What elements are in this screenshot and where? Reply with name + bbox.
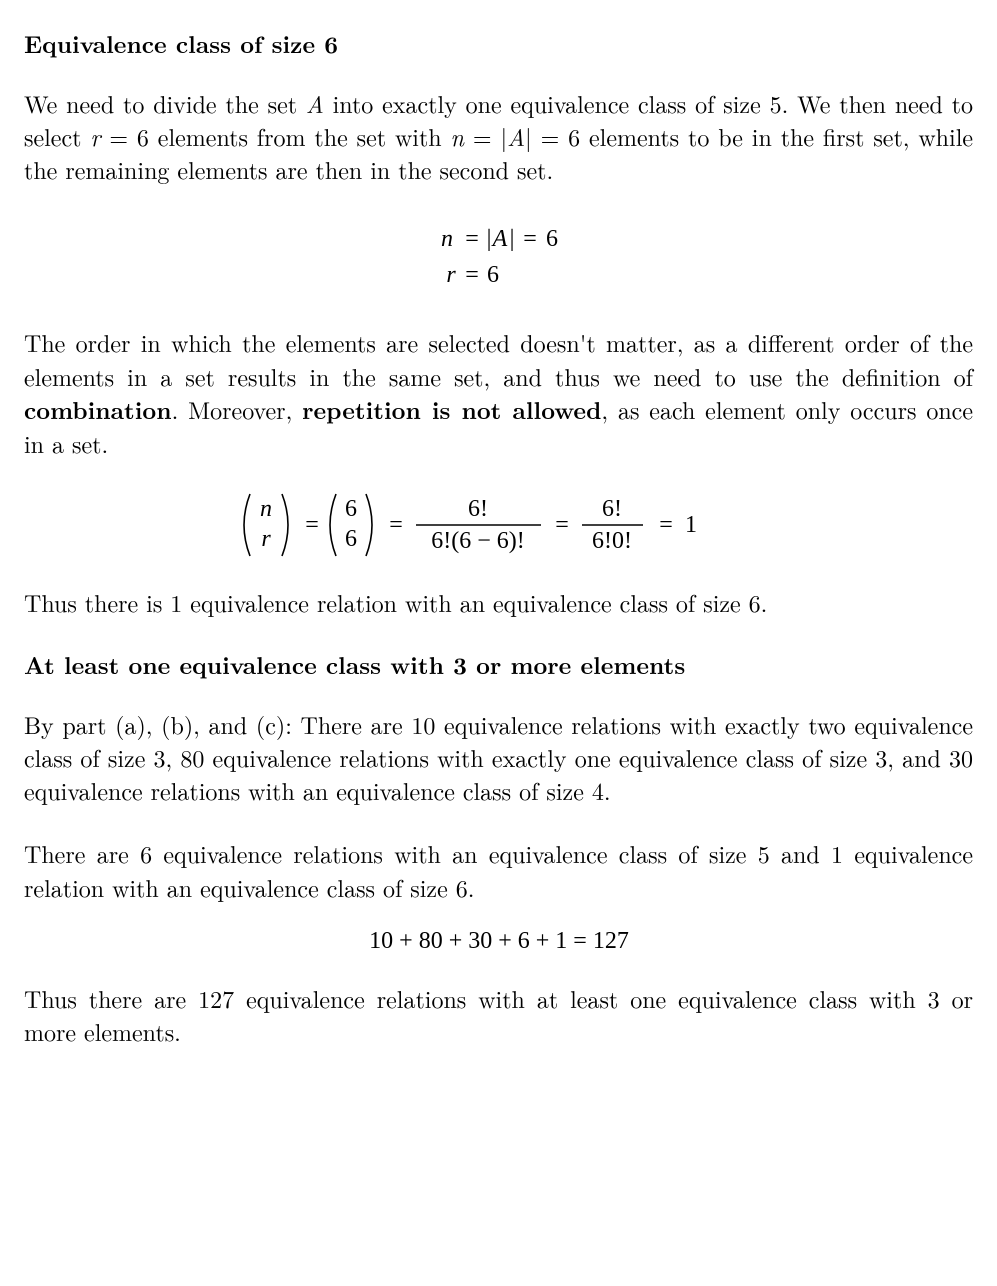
- lparen2: [330, 494, 336, 556]
- eq1-bar1: |: [486, 226, 491, 252]
- eq-r-rhs: = 6: [100, 119, 148, 153]
- section-heading-size6: Equivalence class of size 6: [24, 28, 973, 61]
- sum-block: 10 + 80 + 30 + 6 + 1 = 127: [24, 920, 973, 960]
- eq1-6b: 6: [487, 262, 499, 288]
- eq1-eq2: =: [523, 226, 537, 252]
- sum-svg: 10 + 80 + 30 + 6 + 1 = 127: [299, 920, 699, 960]
- section2-paragraph1: By part (a), (b), and (c): There are 10 …: [24, 708, 973, 807]
- binom-r: r: [261, 526, 271, 552]
- binom-6b: 6: [345, 526, 357, 552]
- var-A: A: [306, 86, 324, 120]
- p2-combination: combination: [24, 393, 172, 427]
- eq1-bar2: |: [509, 226, 514, 252]
- eq-n-rhs: | = 6: [525, 119, 580, 153]
- eq1-block: n = | A | = 6 r = 6: [24, 216, 973, 304]
- section2-paragraph3: Thus there are 127 equivalence relations…: [24, 982, 973, 1048]
- eq-n-lhs: n: [451, 119, 465, 153]
- binom-block: n r = 6 6 = 6! 6!(6 − 6)! = 6! 6!0! = 1: [24, 486, 973, 564]
- frac1-top: 6!: [468, 496, 488, 522]
- eq1-eq3: =: [465, 262, 479, 288]
- eq1-eq1: =: [465, 226, 479, 252]
- eq1-r: r: [446, 262, 456, 288]
- binom-result: 1: [685, 512, 697, 538]
- section1-paragraph1: We need to divide the set A into exactly…: [24, 87, 973, 186]
- sum-expr: 10 + 80 + 30 + 6 + 1 = 127: [369, 928, 629, 954]
- section2-paragraph2: There are 6 equivalence relations with a…: [24, 837, 973, 903]
- binom-n: n: [260, 496, 272, 522]
- p2-text-1: The order in which the elements are sele…: [24, 325, 973, 392]
- eq1-A: A: [490, 226, 507, 252]
- rparen1: [282, 494, 288, 556]
- frac2-bot: 6!0!: [592, 528, 632, 554]
- eq-c: =: [555, 512, 569, 538]
- binom-svg: n r = 6 6 = 6! 6!(6 − 6)! = 6! 6!0! = 1: [204, 486, 794, 564]
- lparen1: [244, 494, 250, 556]
- rparen2: [366, 494, 372, 556]
- eq1-6a: 6: [546, 226, 558, 252]
- eq-n-mid: = |: [464, 119, 507, 153]
- eq1-n: n: [441, 226, 453, 252]
- eq-d: =: [659, 512, 673, 538]
- section-heading-atleast: At least one equivalence class with 3 or…: [24, 649, 973, 682]
- eq1-svg: n = | A | = 6 r = 6: [399, 216, 599, 304]
- frac1-bot: 6!(6 − 6)!: [431, 528, 525, 554]
- eq-n-A: A: [507, 119, 525, 153]
- frac2-top: 6!: [602, 496, 622, 522]
- eq-r: r: [90, 119, 100, 153]
- p2-repetition: repetition is not allowed: [302, 393, 601, 427]
- eq-b: =: [389, 512, 403, 538]
- section1-paragraph2: The order in which the elements are sele…: [24, 326, 973, 459]
- p2-text-2: . Moreover,: [172, 392, 303, 426]
- eq-a: =: [305, 512, 319, 538]
- p1-text-3: elements from the set with: [149, 119, 451, 153]
- binom-6t: 6: [345, 496, 357, 522]
- section1-paragraph3: Thus there is 1 equivalence relation wit…: [24, 586, 973, 619]
- p1-text-1: We need to divide the set: [24, 86, 306, 120]
